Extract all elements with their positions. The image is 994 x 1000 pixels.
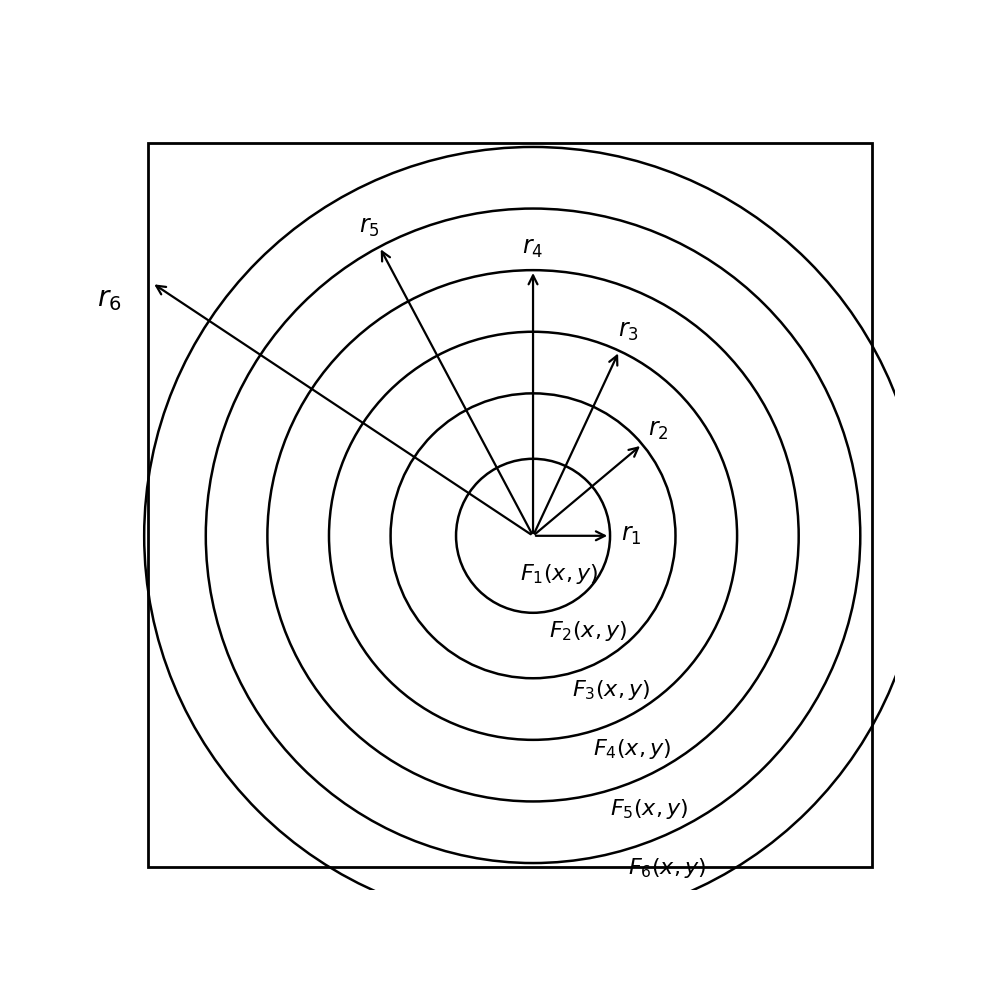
Text: $F_3(x,y)$: $F_3(x,y)$	[572, 678, 650, 702]
Text: $r_3$: $r_3$	[617, 320, 638, 343]
Text: $F_6(x,y)$: $F_6(x,y)$	[627, 856, 706, 880]
Text: $F_1(x,y)$: $F_1(x,y)$	[520, 562, 598, 586]
Text: $r_1$: $r_1$	[620, 524, 641, 547]
Text: $r_2$: $r_2$	[648, 419, 668, 442]
Text: $r_6$: $r_6$	[97, 286, 121, 313]
Text: $r_5$: $r_5$	[359, 216, 380, 239]
Text: $F_2(x,y)$: $F_2(x,y)$	[548, 619, 626, 643]
Text: $F_4(x,y)$: $F_4(x,y)$	[592, 737, 671, 761]
Text: $F_5(x,y)$: $F_5(x,y)$	[609, 797, 688, 821]
Text: $r_4$: $r_4$	[522, 237, 543, 260]
